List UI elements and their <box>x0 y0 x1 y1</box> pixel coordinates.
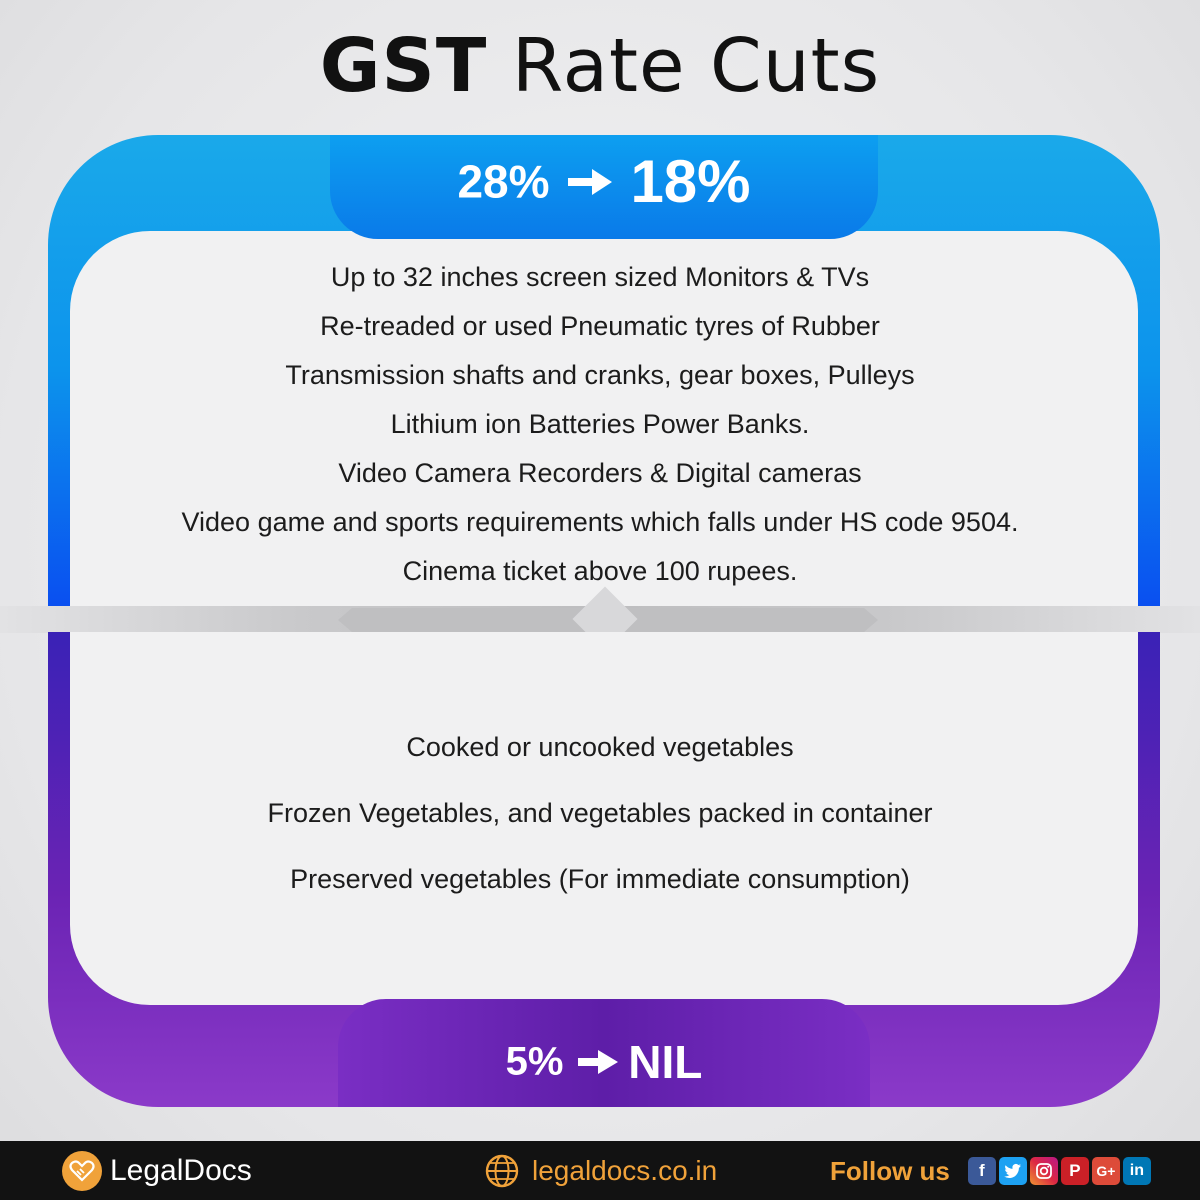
arrow-right-icon <box>577 1050 618 1074</box>
list-item: Transmission shafts and cranks, gear box… <box>285 360 915 390</box>
page-title: GST Rate Cuts <box>0 22 1200 111</box>
bottom-to-rate: NIL <box>628 1036 703 1088</box>
title-light: Rate Cuts <box>511 23 881 109</box>
bottom-rate-tab <box>338 999 870 1107</box>
list-item: Video game and sports requirements which… <box>181 507 1019 537</box>
bottom-rate-label: 5% NIL <box>48 1035 1160 1089</box>
social-follow: Follow us f P G+ in <box>830 1151 1154 1191</box>
list-item: Lithium ion Batteries Power Banks. <box>390 409 810 439</box>
google-plus-icon[interactable]: G+ <box>1091 1157 1120 1185</box>
bottom-from-rate: 5% <box>505 1039 564 1084</box>
brand-name: LegalDocs <box>110 1154 252 1187</box>
website-text: legaldocs.co.in <box>532 1155 718 1186</box>
top-section-panel <box>70 231 1138 607</box>
arrow-right-icon <box>567 168 612 195</box>
list-item: Video Camera Recorders & Digital cameras <box>338 458 862 488</box>
list-item: Cinema ticket above 100 rupees. <box>402 556 798 586</box>
instagram-icon[interactable] <box>1029 1157 1058 1185</box>
bottom-items-list: Cooked or uncooked vegetables Frozen Veg… <box>0 727 1200 925</box>
list-item: Frozen Vegetables, and vegetables packed… <box>267 798 933 828</box>
bottom-section-panel <box>70 632 1138 1005</box>
title-bold: GST <box>319 23 488 109</box>
top-rate-tab <box>330 135 878 239</box>
top-rate-label: 28% 18% <box>48 147 1160 216</box>
list-item: Re-treaded or used Pneumatic tyres of Ru… <box>320 311 880 341</box>
website-link[interactable]: legaldocs.co.in <box>484 1151 717 1191</box>
top-from-rate: 28% <box>457 155 550 208</box>
twitter-icon[interactable] <box>998 1157 1027 1185</box>
list-item: Up to 32 inches screen sized Monitors & … <box>330 262 870 292</box>
list-item: Preserved vegetables (For immediate cons… <box>290 864 910 894</box>
bottom-section-frame: 5% NIL <box>48 632 1160 1107</box>
facebook-icon[interactable]: f <box>967 1157 996 1185</box>
pinterest-icon[interactable]: P <box>1060 1157 1089 1185</box>
footer-bar: LegalDocs legaldocs.co.in Follow us f P … <box>0 1141 1200 1200</box>
top-items-list: Up to 32 inches screen sized Monitors & … <box>0 257 1200 600</box>
globe-icon <box>485 1154 519 1188</box>
top-section-frame: 28% 18% <box>48 135 1160 607</box>
handshake-icon <box>62 1151 102 1191</box>
top-to-rate: 18% <box>630 148 751 215</box>
list-item: Cooked or uncooked vegetables <box>406 732 794 762</box>
linkedin-icon[interactable]: in <box>1122 1157 1151 1185</box>
follow-label: Follow us <box>830 1155 950 1186</box>
brand[interactable]: LegalDocs <box>62 1151 252 1191</box>
